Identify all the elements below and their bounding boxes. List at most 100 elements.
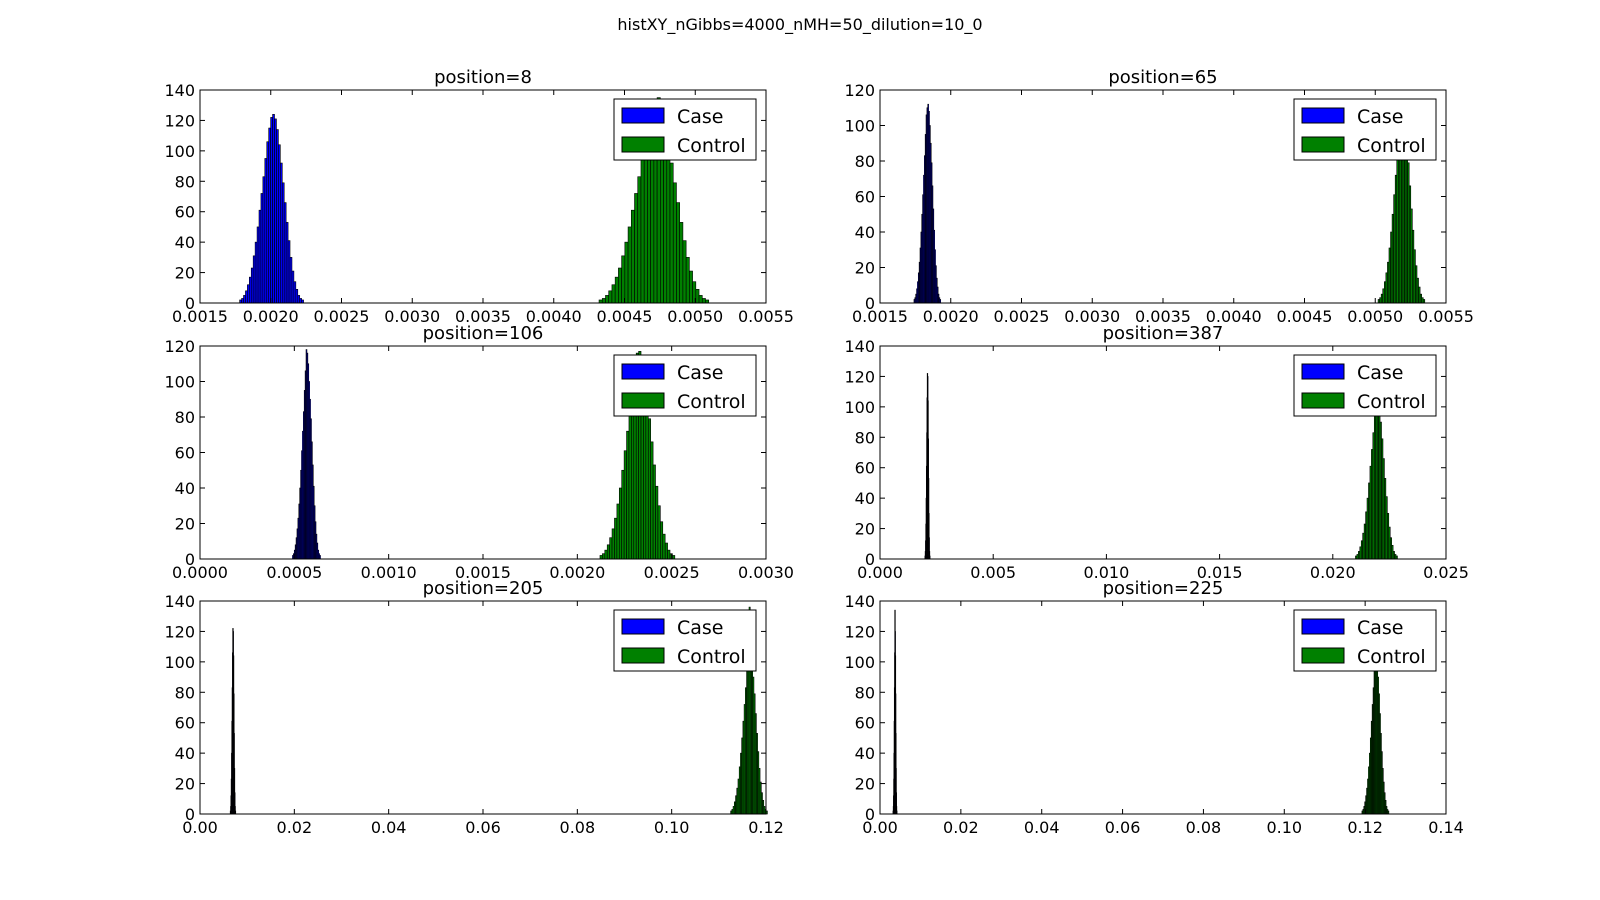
y-tick-label: 100 — [844, 398, 875, 417]
x-tick-label: 0.0020 — [923, 307, 979, 326]
x-tick-label: 0.00 — [862, 818, 898, 837]
y-tick-label: 100 — [164, 653, 195, 672]
panel-title: position=106 — [423, 323, 544, 344]
y-tick-label: 60 — [175, 203, 195, 222]
legend-swatch-control — [621, 136, 665, 153]
y-tick-label: 0 — [865, 805, 875, 824]
histogram-bar — [669, 162, 674, 304]
histogram-bar — [606, 544, 610, 560]
x-tick-label: 0.14 — [1428, 818, 1464, 837]
y-tick-label: 20 — [855, 520, 875, 539]
histogram-bar — [939, 299, 942, 304]
x-tick-label: 0.010 — [1083, 563, 1129, 582]
x-tick-label: 0.08 — [560, 818, 596, 837]
x-tick-label: 0.00 — [182, 818, 218, 837]
series-control — [1361, 661, 1390, 815]
panel-title: position=205 — [423, 578, 544, 599]
y-tick-label: 100 — [844, 117, 875, 136]
series-case — [924, 373, 931, 560]
histogram-panel: position=387 0.000 0.005 0.010 0.015 0.020 0.0… — [844, 323, 1468, 582]
x-tick-label: 0.0055 — [738, 307, 794, 326]
y-tick-label: 120 — [844, 367, 875, 386]
histogram-bar — [643, 141, 648, 304]
series-control — [1355, 403, 1398, 560]
y-tick-label: 120 — [844, 81, 875, 100]
y-tick-label: 0 — [865, 550, 875, 569]
histogram-bar — [682, 240, 687, 304]
histogram-bar — [657, 505, 661, 560]
histogram-bar — [637, 176, 642, 304]
x-tick-label: 0.0035 — [1135, 307, 1191, 326]
x-tick-label: 0.0030 — [384, 307, 440, 326]
histogram-bar — [689, 270, 693, 304]
panel-title: position=225 — [1103, 578, 1224, 599]
legend-label-case: Case — [677, 362, 724, 384]
histogram-bar — [695, 289, 700, 304]
series-case — [239, 114, 304, 304]
y-tick-label: 0 — [865, 294, 875, 313]
histogram-bar — [623, 450, 627, 560]
histogram-bar — [701, 298, 706, 304]
histogram-bar — [650, 441, 654, 560]
legend-swatch-case — [1301, 107, 1345, 124]
histogram-bar — [319, 555, 321, 560]
x-tick-label: 0.0040 — [1206, 307, 1262, 326]
y-tick-label: 120 — [164, 111, 195, 130]
y-tick-label: 120 — [844, 622, 875, 641]
legend-swatch-control — [1301, 647, 1345, 664]
x-tick-label: 0.0045 — [597, 307, 653, 326]
legend-label-case: Case — [1357, 617, 1404, 639]
series-case — [229, 628, 237, 815]
legend-label-control: Control — [677, 646, 746, 668]
histogram-bar — [608, 290, 613, 304]
legend-label-control: Control — [677, 135, 746, 157]
histogram-bar — [685, 257, 690, 304]
legend-swatch-control — [1301, 392, 1345, 409]
histogram-bar — [662, 533, 666, 560]
histogram-bar — [614, 517, 618, 560]
x-tick-label: 0.0050 — [667, 307, 723, 326]
legend-label-case: Case — [1357, 362, 1404, 384]
histogram-bar — [647, 418, 651, 560]
histogram-bar — [645, 398, 649, 560]
x-tick-label: 0.0020 — [549, 563, 605, 582]
legend-label-control: Control — [1357, 135, 1426, 157]
y-tick-label: 60 — [855, 459, 875, 478]
histogram-bar — [626, 430, 630, 560]
histogram-bar — [672, 555, 676, 560]
panel-title: position=387 — [1103, 323, 1224, 344]
y-tick-label: 80 — [175, 172, 195, 191]
histogram-bar — [618, 267, 622, 304]
legend: Case Control — [1293, 609, 1437, 672]
x-tick-label: 0.0055 — [1418, 307, 1474, 326]
y-tick-label: 60 — [855, 714, 875, 733]
y-tick-label: 140 — [844, 592, 875, 611]
x-tick-label: 0.000 — [857, 563, 903, 582]
histogram-bar — [627, 226, 632, 304]
histogram-bar — [634, 193, 639, 304]
histogram-panel: position=106 0.0000 0.0005 0.0010 0.0015 0.00… — [164, 323, 794, 582]
histogram-bar — [672, 182, 677, 304]
y-tick-label: 140 — [164, 81, 195, 100]
histogram-bar — [599, 555, 603, 560]
y-tick-label: 60 — [175, 444, 195, 463]
histogram-bar — [604, 549, 608, 560]
x-tick-label: 0.04 — [1024, 818, 1060, 837]
histogram-bar — [616, 503, 620, 560]
y-tick-label: 120 — [164, 622, 195, 641]
histogram-bar — [614, 276, 619, 304]
y-tick-label: 20 — [175, 515, 195, 534]
legend: Case Control — [1293, 354, 1437, 417]
legend-swatch-case — [621, 107, 665, 124]
legend: Case Control — [613, 98, 757, 161]
x-tick-label: 0.0030 — [1064, 307, 1120, 326]
x-tick-label: 0.06 — [465, 818, 501, 837]
y-tick-label: 80 — [855, 683, 875, 702]
y-tick-label: 20 — [855, 259, 875, 278]
histogram-bar — [621, 469, 625, 560]
y-tick-label: 40 — [855, 489, 875, 508]
y-tick-label: 20 — [855, 775, 875, 794]
histogram-bar — [676, 202, 680, 304]
series-control — [598, 97, 710, 304]
